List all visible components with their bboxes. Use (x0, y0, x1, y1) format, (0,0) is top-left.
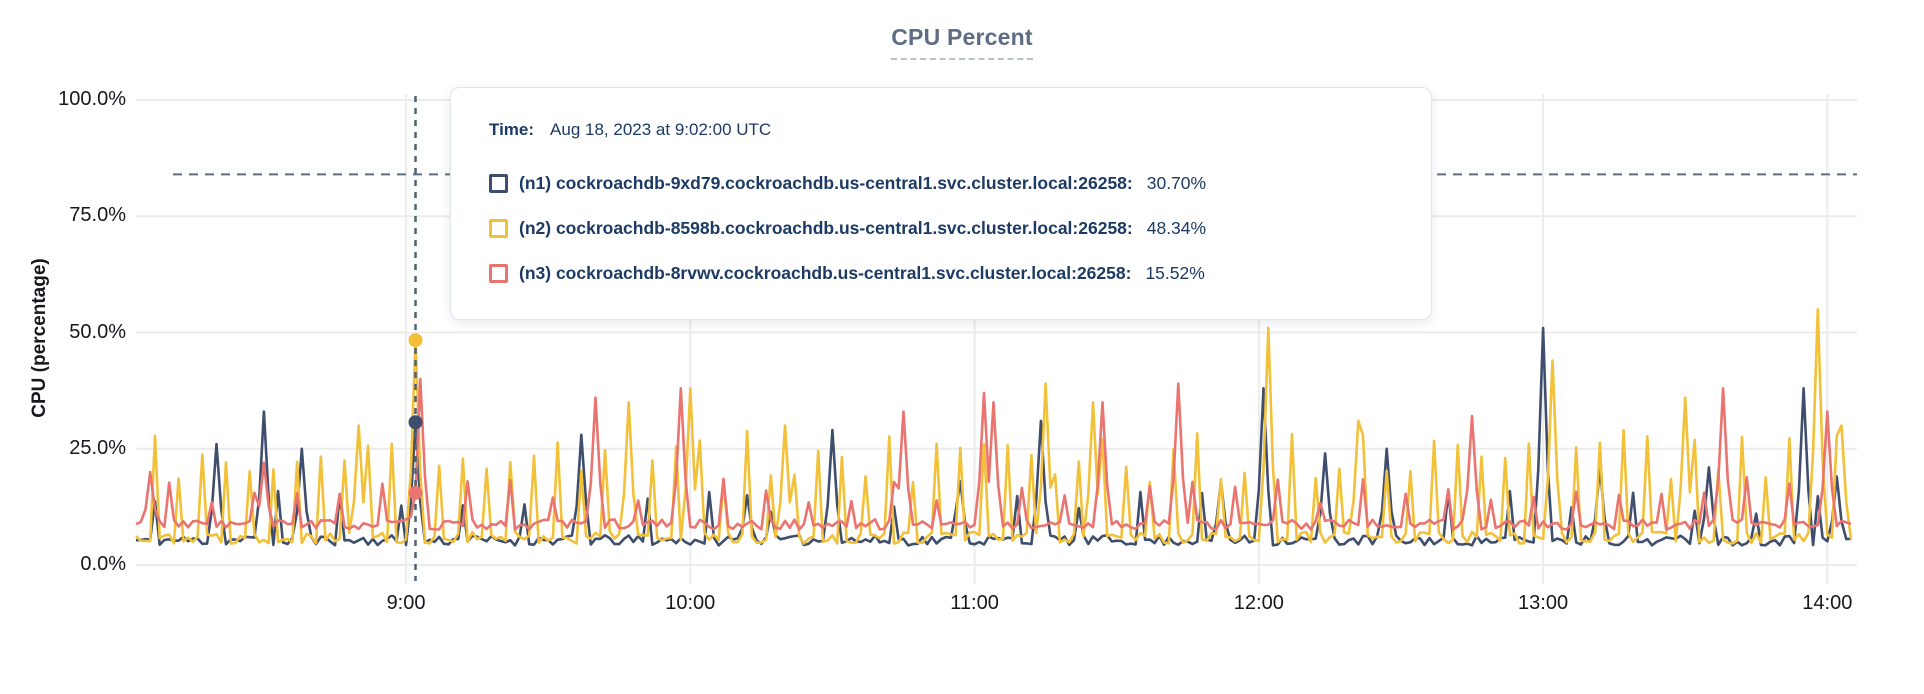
tooltip-series-row: (n2) cockroachdb-8598b.cockroachdb.us-ce… (489, 206, 1401, 251)
tooltip-series-row: (n1) cockroachdb-9xd79.cockroachdb.us-ce… (489, 161, 1401, 206)
highlight-dot-n3 (408, 485, 423, 500)
series-line-n3 (135, 377, 1852, 531)
series-value-n2: 48.34% (1146, 218, 1207, 238)
series-line-n2 (135, 308, 1853, 545)
series-name-n3: (n3) cockroachdb-8rvwv.cockroachdb.us-ce… (519, 263, 1132, 283)
y-tick-label: 75.0% (69, 204, 126, 227)
y-tick-label: 25.0% (69, 436, 126, 459)
x-tick-label: 9:00 (386, 592, 426, 614)
x-tick-label: 14:00 (1802, 592, 1853, 614)
y-tick-label: 50.0% (69, 320, 126, 343)
chart-header: CPU Percent (0, 24, 1924, 60)
series-swatch-n1-icon (489, 174, 508, 193)
x-tick-label: 13:00 (1518, 592, 1569, 614)
y-tick-label: 100.0% (58, 88, 126, 110)
series-name-n1: (n1) cockroachdb-9xd79.cockroachdb.us-ce… (519, 173, 1133, 193)
tooltip-series-row: (n3) cockroachdb-8rvwv.cockroachdb.us-ce… (489, 251, 1401, 296)
series-swatch-n3-icon (489, 264, 508, 283)
y-tick-label: 0.0% (80, 553, 126, 575)
tooltip-time-row: Time: Aug 18, 2023 at 9:02:00 UTC (489, 120, 1401, 140)
tooltip-time-value: Aug 18, 2023 at 9:02:00 UTC (550, 120, 772, 139)
highlight-dot-n2 (408, 333, 423, 348)
x-tick-label: 11:00 (950, 592, 999, 614)
series-value-n3: 15.52% (1145, 263, 1205, 283)
series-value-n1: 30.70% (1146, 173, 1207, 193)
series-swatch-n2-icon (489, 219, 508, 238)
chart-title: CPU Percent (891, 24, 1033, 60)
tooltip-time-label: Time: (489, 120, 535, 139)
highlight-dot-n1 (408, 415, 423, 430)
x-tick-label: 10:00 (665, 592, 716, 614)
series-name-n2: (n2) cockroachdb-8598b.cockroachdb.us-ce… (519, 218, 1133, 238)
hover-tooltip: Time: Aug 18, 2023 at 9:02:00 UTC (n1) co… (450, 87, 1432, 320)
series-line-n1 (135, 326, 1852, 547)
x-tick-label: 12:00 (1233, 592, 1284, 614)
